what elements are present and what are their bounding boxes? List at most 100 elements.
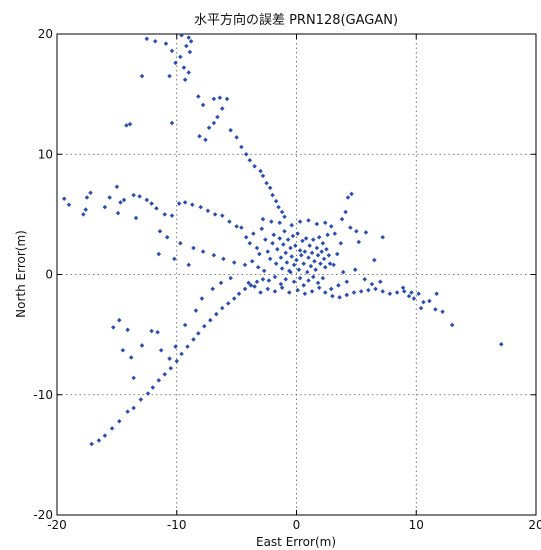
data-point (163, 41, 169, 46)
data-point (378, 279, 383, 284)
data-point (322, 290, 328, 295)
data-point (409, 290, 414, 295)
y-axis-label: North Error(m) (14, 230, 28, 318)
data-point (380, 289, 385, 294)
data-point (260, 277, 266, 282)
data-point (297, 275, 303, 281)
data-point (287, 290, 292, 295)
data-point (308, 263, 314, 269)
data-point (449, 322, 455, 328)
data-point (131, 375, 136, 381)
data-point (284, 260, 290, 265)
data-point (328, 224, 334, 229)
data-point (267, 185, 273, 191)
x-tick-label: 10 (409, 518, 424, 532)
data-point (297, 248, 303, 253)
data-point (356, 239, 362, 245)
data-point (121, 197, 127, 203)
data-point (339, 216, 345, 222)
data-point (366, 287, 371, 293)
data-point (295, 287, 300, 293)
data-point (117, 418, 122, 424)
data-point (297, 219, 303, 224)
data-point (224, 96, 230, 102)
data-point (288, 245, 293, 251)
x-tick-label: 20 (528, 518, 541, 532)
data-point (278, 255, 284, 260)
data-point (299, 252, 304, 258)
data-point (173, 60, 178, 66)
data-point (312, 259, 317, 264)
data-point (193, 308, 199, 313)
data-point (139, 343, 145, 348)
data-point (291, 262, 297, 268)
data-point (322, 220, 328, 226)
data-point (249, 259, 255, 264)
data-point (283, 250, 288, 256)
data-point (303, 236, 309, 241)
data-point (188, 38, 194, 44)
data-point (337, 295, 342, 300)
data-point (293, 243, 298, 248)
data-point (270, 240, 275, 246)
data-point (314, 221, 320, 227)
data-point (344, 292, 350, 298)
data-point (320, 275, 326, 281)
data-point (328, 286, 334, 292)
data-point (173, 344, 178, 349)
x-tick-label: -20 (47, 518, 67, 532)
data-point (348, 225, 353, 230)
data-point (279, 285, 285, 290)
data-point (331, 262, 336, 268)
data-point (181, 65, 187, 70)
data-point (269, 219, 274, 224)
data-point (61, 196, 67, 202)
data-point (242, 286, 248, 292)
data-point (349, 191, 354, 197)
data-point (167, 356, 172, 361)
data-point (191, 337, 196, 342)
data-point (219, 305, 225, 311)
data-point (215, 114, 220, 120)
data-point (309, 250, 315, 256)
data-point (321, 256, 327, 262)
data-point (358, 289, 364, 294)
data-point (278, 281, 284, 287)
data-point (273, 261, 279, 266)
data-point (263, 237, 268, 242)
data-point (259, 226, 265, 232)
data-point (314, 245, 320, 251)
data-point (400, 285, 406, 290)
data-point (369, 281, 375, 287)
data-point (182, 322, 188, 328)
data-point (373, 286, 378, 292)
data-point (125, 409, 130, 414)
x-axis-label: East Error(m) (256, 535, 336, 549)
data-point (208, 317, 213, 323)
y-tick-label: 0 (45, 268, 53, 282)
data-point (344, 279, 350, 284)
data-point (102, 204, 108, 210)
x-tick-label: 0 (293, 518, 301, 532)
data-point (266, 278, 272, 283)
data-point (242, 262, 248, 268)
data-point (330, 293, 335, 299)
data-point (214, 311, 219, 317)
data-point (81, 212, 86, 217)
data-point (372, 257, 377, 263)
data-point (327, 261, 333, 266)
data-point (261, 268, 267, 274)
data-point (499, 341, 504, 347)
data-point (394, 290, 400, 295)
data-point (265, 249, 271, 254)
chart-title: 水平方向の誤差 PRN128(GAGAN) (194, 12, 398, 28)
data-point (254, 279, 260, 284)
data-point (306, 255, 311, 260)
data-point (272, 289, 278, 294)
data-point (427, 298, 432, 304)
data-point (89, 441, 94, 447)
data-point (296, 267, 302, 272)
data-point (334, 251, 340, 257)
data-point (434, 291, 439, 297)
data-point (345, 195, 351, 200)
